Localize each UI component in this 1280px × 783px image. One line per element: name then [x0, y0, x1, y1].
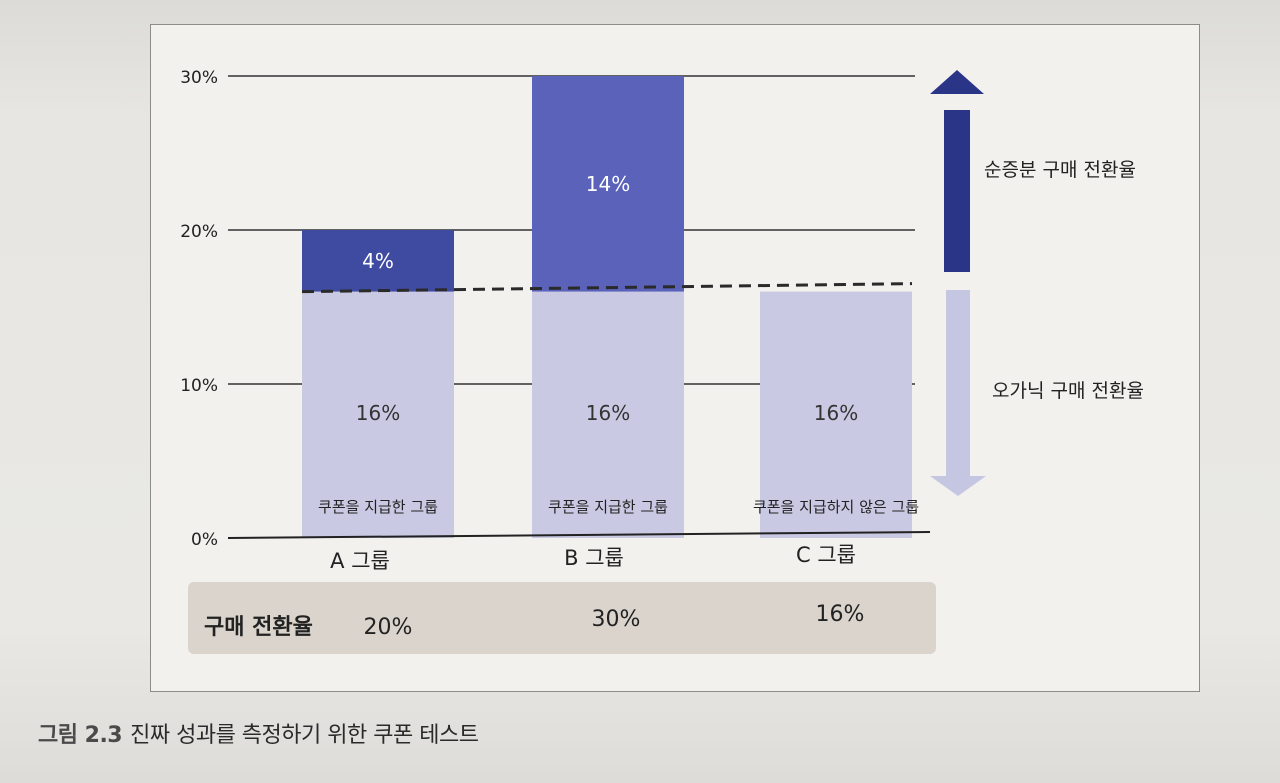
incremental-arrow-head-icon [930, 70, 984, 94]
summary-row: 구매 전환율 20% 30% 16% [188, 582, 936, 654]
bar-incremental [302, 230, 454, 292]
coupon-test-chart: 0% 10% 20% 30% 16% 4% 쿠폰을 지급한 그룹 16% 14% 쿠폰을 지급한… [180, 68, 1144, 654]
category-labels: A 그룹 B 그룹 C 그룹 [330, 543, 856, 573]
bar-organic-value-label: 16% [814, 401, 858, 425]
figure-caption: 그림 2.3 진짜 성과를 측정하기 위한 쿠폰 테스트 [38, 717, 479, 749]
bar-group-description: 쿠폰을 지급한 그룹 [548, 498, 668, 516]
legend-incremental-label: 순증분 구매 전환율 [984, 159, 1136, 181]
category-label: A 그룹 [330, 549, 390, 573]
bar-group-description: 쿠폰을 지급한 그룹 [318, 498, 438, 516]
figure-caption-text: 진짜 성과를 측정하기 위한 쿠폰 테스트 [130, 723, 479, 748]
bar-incremental [532, 76, 684, 292]
bar-incremental-value-label: 14% [586, 172, 630, 196]
organic-baseline-dashed-line [301, 282, 913, 294]
bar-incremental-value-label: 4% [362, 249, 394, 273]
y-tick-label: 0% [191, 530, 218, 550]
bar-organic [760, 291, 912, 538]
summary-value-a: 20% [364, 615, 413, 640]
incremental-arrow-shaft [944, 110, 970, 272]
summary-row-background [188, 582, 936, 654]
legend-organic: 오가닉 구매 전환율 [930, 290, 1144, 496]
x-axis-line [227, 531, 931, 539]
summary-value-b: 30% [592, 607, 641, 632]
category-label: C 그룹 [796, 543, 856, 567]
y-axis-ticks: 0% 10% 20% 30% [180, 68, 218, 550]
organic-arrow-shaft [946, 290, 970, 480]
legend-incremental: 순증분 구매 전환율 [930, 70, 1136, 272]
bar-organic-value-label: 16% [356, 401, 400, 425]
summary-value-c: 16% [816, 602, 865, 627]
category-label: B 그룹 [564, 546, 624, 570]
bars: 16% 4% 쿠폰을 지급한 그룹 16% 14% 쿠폰을 지급한 그룹 16% 쿠폰을 지급… [302, 76, 919, 538]
y-tick-label: 10% [180, 376, 218, 396]
bar-organic-value-label: 16% [586, 401, 630, 425]
y-tick-label: 30% [180, 68, 218, 88]
summary-row-label: 구매 전환율 [204, 615, 313, 640]
figure-number: 그림 2.3 [38, 723, 123, 748]
legend-organic-label: 오가닉 구매 전환율 [992, 380, 1144, 402]
organic-arrow-head-icon [930, 476, 986, 496]
y-tick-label: 20% [180, 222, 218, 242]
bar-organic [302, 291, 454, 538]
bar-organic [532, 291, 684, 538]
bar-group-description: 쿠폰을 지급하지 않은 그룹 [753, 498, 919, 516]
